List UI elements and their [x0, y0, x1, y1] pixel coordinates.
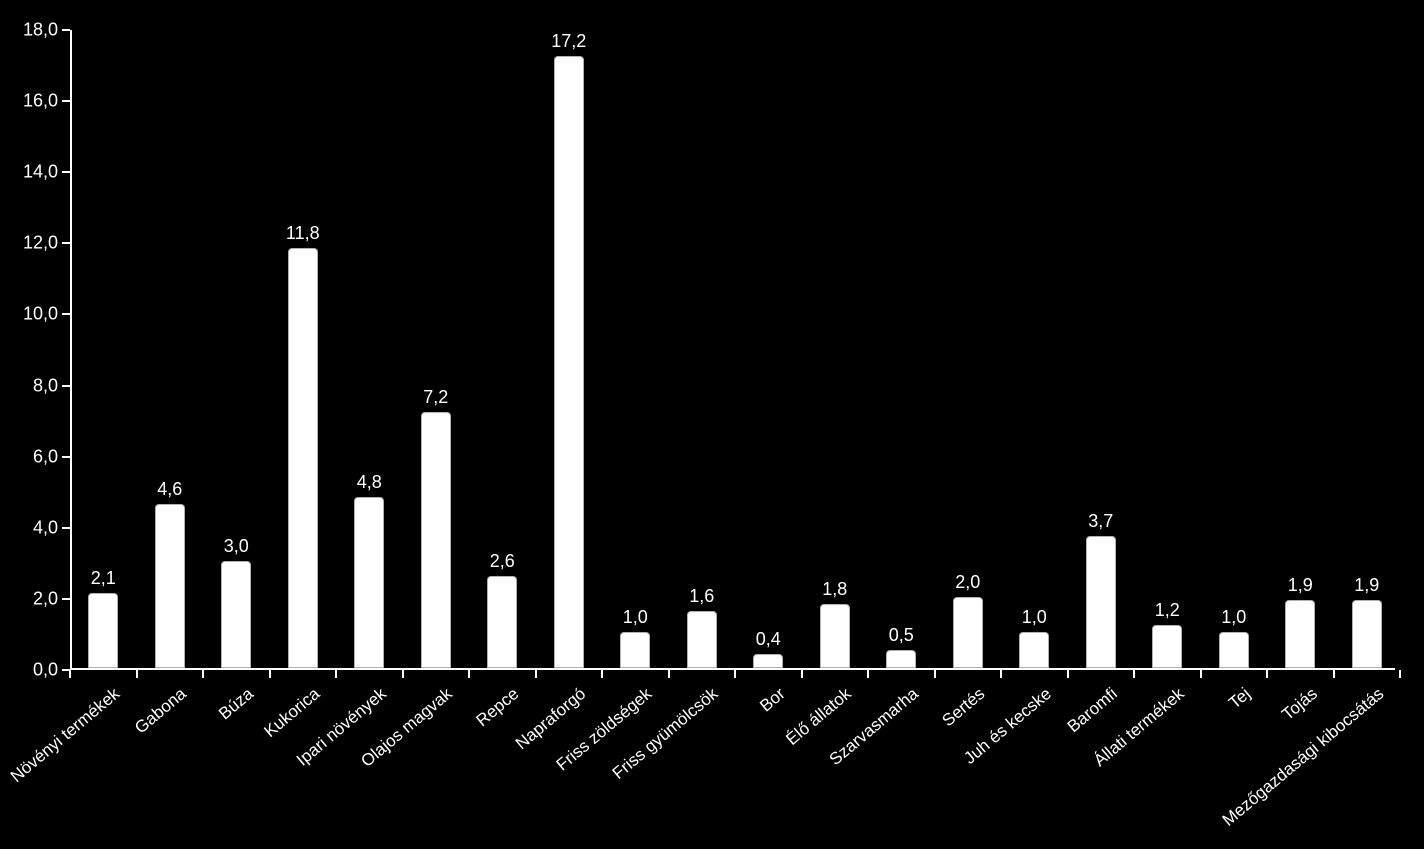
y-tick	[62, 313, 70, 315]
y-tick	[62, 29, 70, 31]
x-category-label: Repce	[473, 684, 523, 731]
x-tick	[801, 670, 803, 678]
x-tick	[269, 670, 271, 678]
bar-value-label: 11,8	[286, 223, 320, 244]
bar	[620, 632, 650, 668]
y-tick	[62, 527, 70, 529]
bar-value-label: 17,2	[551, 31, 586, 52]
y-tick-label: 6,0	[33, 446, 58, 467]
x-tick	[1133, 670, 1135, 678]
x-category-label: Növényi termékek	[7, 684, 124, 787]
bar-value-label: 4,6	[157, 479, 182, 500]
bar	[155, 504, 185, 668]
bar-value-label: 2,6	[490, 551, 515, 572]
bar	[288, 248, 318, 668]
bar	[354, 497, 384, 668]
y-tick-label: 2,0	[33, 588, 58, 609]
y-tick-label: 0,0	[33, 660, 58, 681]
x-tick	[601, 670, 603, 678]
x-tick	[69, 670, 71, 678]
bar	[1352, 600, 1382, 668]
y-tick	[62, 242, 70, 244]
bar-value-label: 2,1	[91, 568, 116, 589]
y-tick	[62, 100, 70, 102]
y-tick	[62, 385, 70, 387]
x-category-label: Tej	[1225, 684, 1255, 713]
x-tick	[468, 670, 470, 678]
y-tick-label: 12,0	[23, 233, 58, 254]
bar	[1019, 632, 1049, 668]
bar-value-label: 1,0	[1022, 607, 1047, 628]
x-tick	[1399, 670, 1401, 678]
y-axis	[70, 30, 72, 670]
x-category-label: Bor	[756, 684, 789, 716]
bar	[221, 561, 251, 668]
bar	[1285, 600, 1315, 668]
y-tick-label: 16,0	[23, 91, 58, 112]
bar-value-label: 1,0	[623, 607, 648, 628]
x-category-label: Sertés	[938, 684, 988, 731]
x-tick	[1067, 670, 1069, 678]
bar-value-label: 0,4	[756, 629, 781, 650]
bar-value-label: 1,9	[1354, 575, 1379, 596]
x-tick	[934, 670, 936, 678]
x-tick	[535, 670, 537, 678]
x-category-label: Búza	[215, 684, 258, 724]
x-tick	[734, 670, 736, 678]
x-tick	[1000, 670, 1002, 678]
x-category-label: Tojás	[1278, 684, 1321, 725]
y-tick-label: 14,0	[23, 162, 58, 183]
bar-value-label: 2,0	[955, 572, 980, 593]
bar-value-label: 7,2	[423, 387, 448, 408]
x-tick	[1333, 670, 1335, 678]
x-tick	[668, 670, 670, 678]
y-tick	[62, 598, 70, 600]
x-tick	[202, 670, 204, 678]
bar	[554, 56, 584, 668]
bar-value-label: 3,0	[224, 536, 249, 557]
x-tick	[402, 670, 404, 678]
bar	[753, 654, 783, 668]
bar	[820, 604, 850, 668]
x-category-label: Kukorica	[260, 684, 324, 742]
bar-chart: 0,0 2,0 4,0 6,0 8,0 10,0 12,0 14,0 16,0 18,0 2,1 4…	[0, 0, 1424, 849]
plot-area: 0,02,04,06,08,010,012,014,016,018,0 2,14…	[70, 30, 1400, 670]
bar	[421, 412, 451, 668]
y-tick-label: 4,0	[33, 517, 58, 538]
y-tick-label: 10,0	[23, 304, 58, 325]
bar-value-label: 0,5	[889, 625, 914, 646]
bar-value-label: 3,7	[1088, 511, 1113, 532]
bar-value-label: 1,0	[1221, 607, 1246, 628]
bar-value-label: 4,8	[357, 472, 382, 493]
y-tick-label: 18,0	[23, 20, 58, 41]
bar-value-label: 1,2	[1155, 600, 1180, 621]
bar	[88, 593, 118, 668]
x-category-label: Gabona	[131, 684, 190, 738]
bar-value-label: 1,9	[1288, 575, 1313, 596]
x-tick	[867, 670, 869, 678]
y-tick-label: 8,0	[33, 375, 58, 396]
bar	[1219, 632, 1249, 668]
bar	[1152, 625, 1182, 668]
bar-value-label: 1,6	[689, 586, 714, 607]
bar	[886, 650, 916, 668]
x-tick	[335, 670, 337, 678]
x-tick	[1200, 670, 1202, 678]
y-tick	[62, 456, 70, 458]
bar	[1086, 536, 1116, 668]
bar-value-label: 1,8	[822, 579, 847, 600]
bar	[953, 597, 983, 668]
x-tick	[136, 670, 138, 678]
x-tick	[1266, 670, 1268, 678]
x-category-label: Baromfi	[1064, 684, 1122, 737]
bar	[687, 611, 717, 668]
y-tick	[62, 171, 70, 173]
bar	[487, 576, 517, 668]
